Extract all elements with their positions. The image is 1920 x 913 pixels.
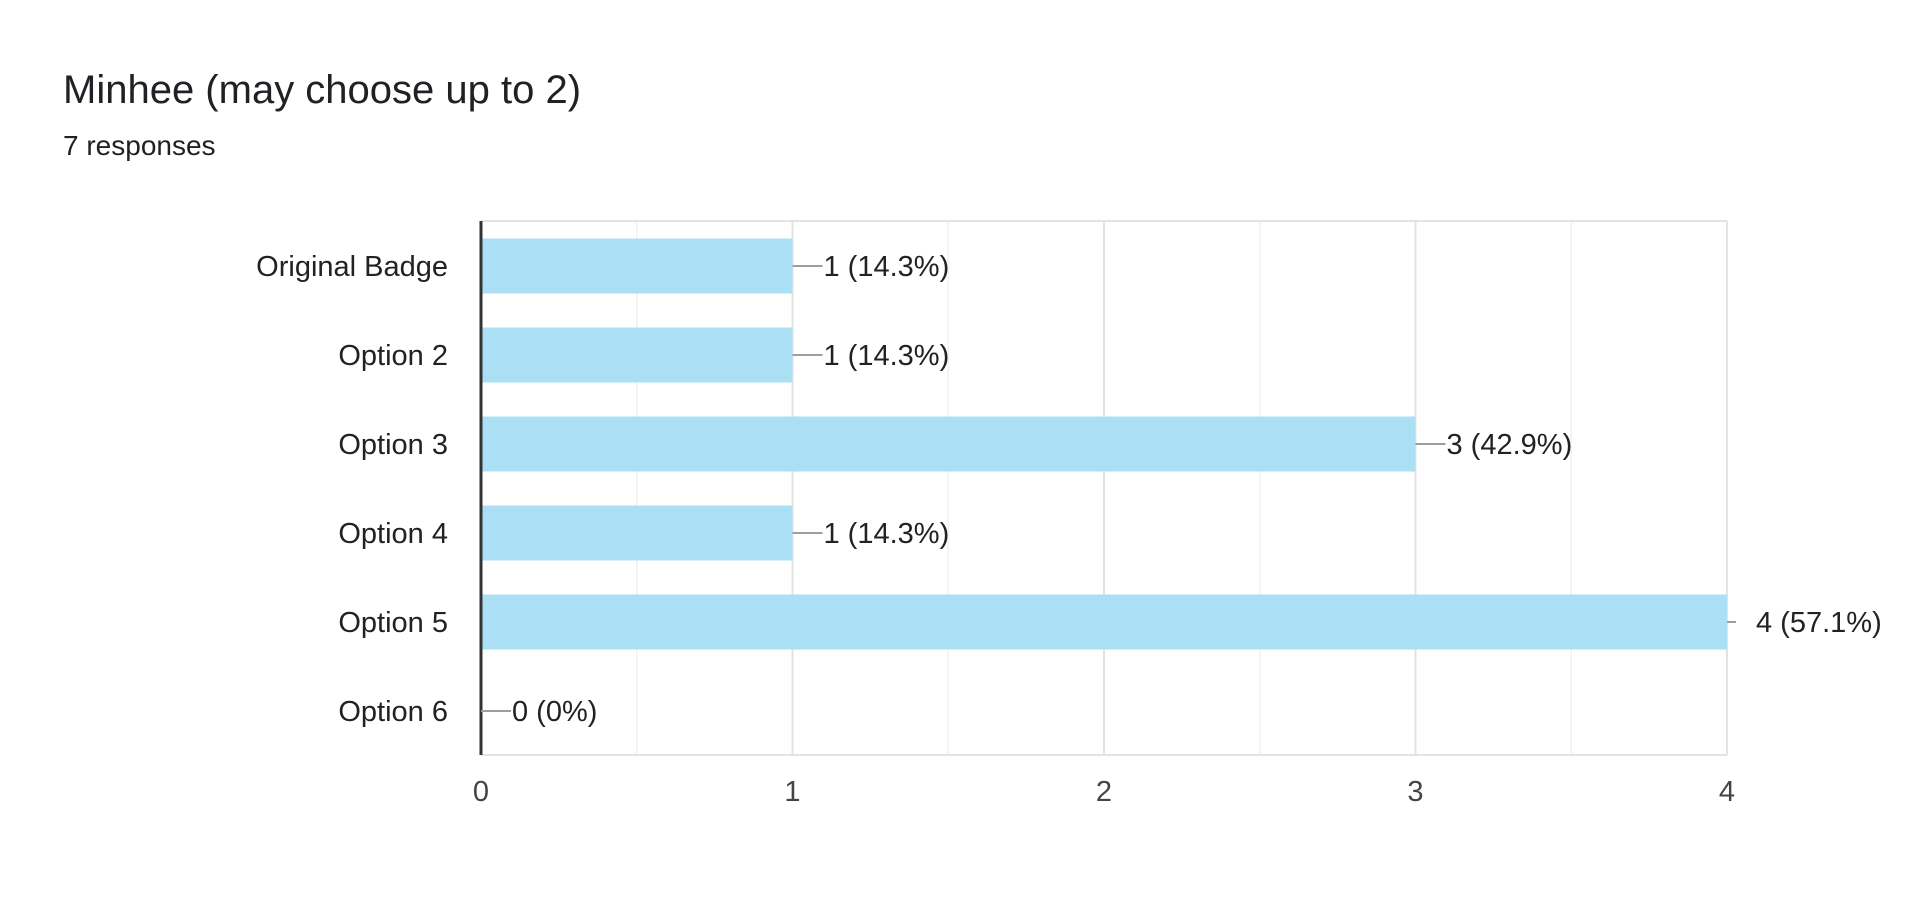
category-label: Option 3 bbox=[338, 429, 448, 461]
data-label: 1 (14.3%) bbox=[824, 251, 950, 283]
x-tick-label: 3 bbox=[1407, 776, 1423, 808]
data-label: 0 (0%) bbox=[512, 696, 597, 728]
bar bbox=[481, 238, 793, 294]
x-tick-label: 2 bbox=[1096, 776, 1112, 808]
bar bbox=[481, 416, 1416, 472]
bar bbox=[481, 594, 1727, 650]
data-label: 1 (14.3%) bbox=[824, 340, 950, 372]
data-label: 1 (14.3%) bbox=[824, 518, 950, 550]
bars bbox=[481, 238, 1727, 650]
chart-title: Minhee (may choose up to 2) bbox=[63, 68, 582, 112]
data-label: 4 (57.1%) bbox=[1756, 607, 1882, 639]
category-label: Option 5 bbox=[338, 607, 448, 639]
x-tick-label: 0 bbox=[473, 776, 489, 808]
category-label: Original Badge bbox=[256, 251, 448, 283]
bar bbox=[481, 327, 793, 383]
category-label: Option 2 bbox=[338, 340, 448, 372]
category-label: Option 4 bbox=[338, 518, 448, 550]
x-tick-label: 4 bbox=[1719, 776, 1735, 808]
data-label: 3 (42.9%) bbox=[1447, 429, 1573, 461]
grid-lines bbox=[480, 220, 1728, 756]
response-count: 7 responses bbox=[63, 130, 216, 161]
x-tick-label: 1 bbox=[784, 776, 800, 808]
bar bbox=[481, 505, 793, 561]
category-label: Option 6 bbox=[338, 696, 448, 728]
labels: 1 (14.3%) Original Badge 1 (14.3%) Option 2… bbox=[256, 251, 1882, 808]
